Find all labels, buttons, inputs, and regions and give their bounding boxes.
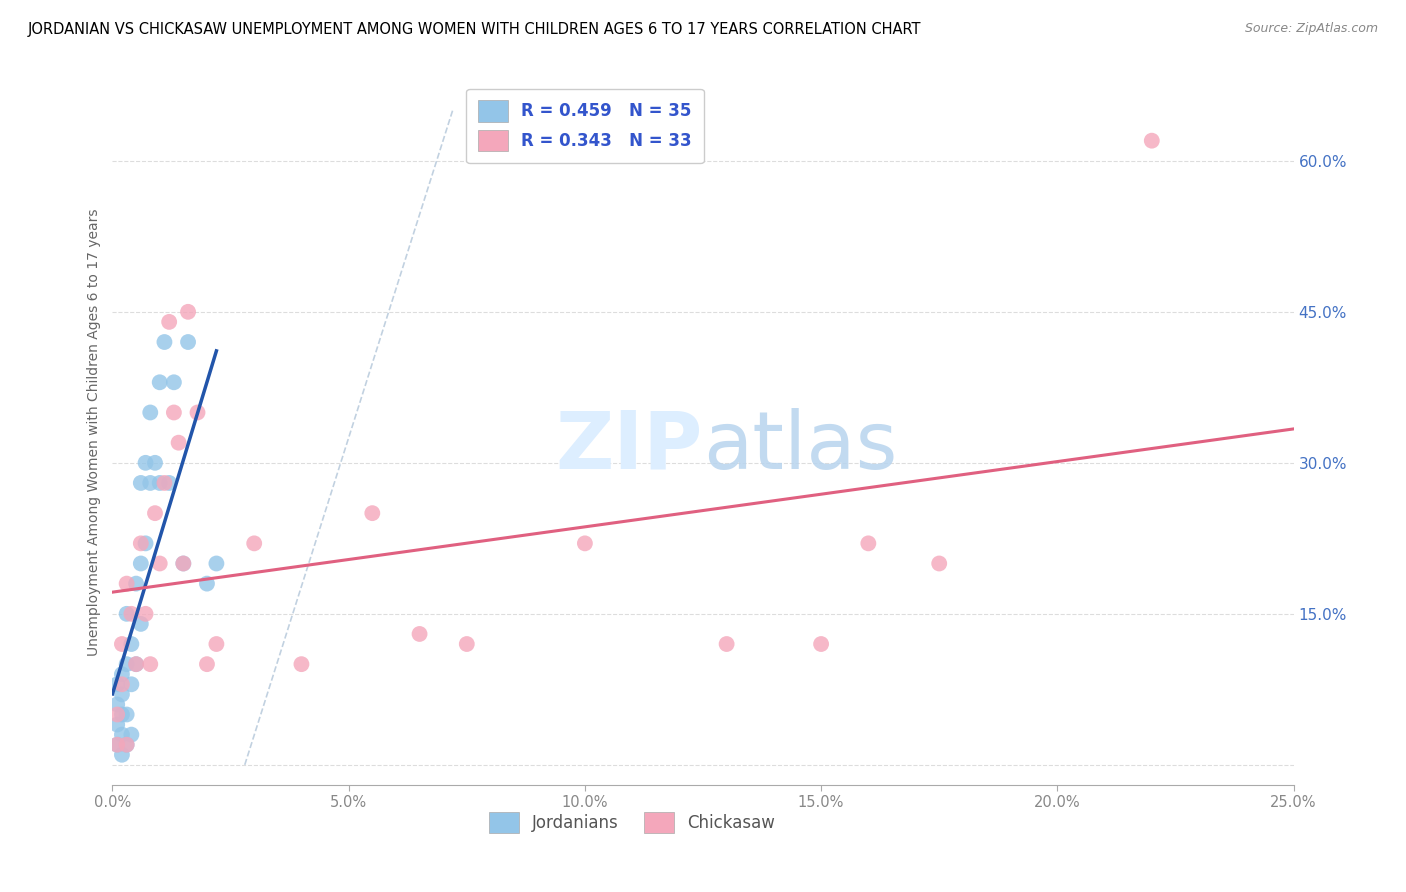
Point	[290, 657, 312, 672]
Point	[111, 728, 134, 742]
Point	[195, 657, 218, 672]
Point	[125, 657, 148, 672]
Point	[163, 405, 186, 419]
Point	[139, 405, 162, 419]
Point	[105, 738, 128, 752]
Point	[1140, 134, 1163, 148]
Point	[153, 334, 176, 349]
Point	[111, 637, 134, 651]
Point	[120, 607, 142, 621]
Y-axis label: Unemployment Among Women with Children Ages 6 to 17 years: Unemployment Among Women with Children A…	[87, 209, 101, 657]
Point	[135, 607, 157, 621]
Point	[243, 536, 266, 550]
Point	[105, 717, 128, 731]
Point	[120, 728, 142, 742]
Point	[105, 707, 128, 722]
Point	[135, 536, 157, 550]
Legend: Jordanians, Chickasaw: Jordanians, Chickasaw	[482, 805, 782, 840]
Point	[115, 607, 138, 621]
Point	[172, 557, 194, 571]
Point	[456, 637, 478, 651]
Point	[149, 557, 172, 571]
Point	[129, 557, 152, 571]
Point	[408, 627, 430, 641]
Point	[149, 475, 172, 490]
Point	[810, 637, 832, 651]
Point	[139, 475, 162, 490]
Point	[111, 707, 134, 722]
Point	[129, 475, 152, 490]
Point	[361, 506, 384, 520]
Text: ZIP: ZIP	[555, 408, 703, 486]
Point	[120, 677, 142, 691]
Point	[129, 536, 152, 550]
Point	[574, 536, 596, 550]
Text: JORDANIAN VS CHICKASAW UNEMPLOYMENT AMONG WOMEN WITH CHILDREN AGES 6 TO 17 YEARS: JORDANIAN VS CHICKASAW UNEMPLOYMENT AMON…	[28, 22, 921, 37]
Point	[716, 637, 738, 651]
Point	[167, 435, 190, 450]
Point	[195, 576, 218, 591]
Point	[120, 637, 142, 651]
Point	[115, 576, 138, 591]
Text: atlas: atlas	[703, 408, 897, 486]
Point	[205, 557, 228, 571]
Point	[115, 707, 138, 722]
Point	[105, 698, 128, 712]
Point	[205, 637, 228, 651]
Point	[115, 738, 138, 752]
Point	[172, 557, 194, 571]
Point	[177, 305, 200, 319]
Point	[858, 536, 880, 550]
Point	[115, 657, 138, 672]
Point	[928, 557, 950, 571]
Point	[105, 738, 128, 752]
Point	[125, 576, 148, 591]
Point	[129, 616, 152, 631]
Text: Source: ZipAtlas.com: Source: ZipAtlas.com	[1244, 22, 1378, 36]
Point	[149, 376, 172, 390]
Point	[115, 738, 138, 752]
Point	[157, 315, 180, 329]
Point	[111, 677, 134, 691]
Point	[105, 677, 128, 691]
Point	[139, 657, 162, 672]
Point	[111, 687, 134, 701]
Point	[111, 747, 134, 762]
Point	[135, 456, 157, 470]
Point	[111, 667, 134, 681]
Point	[157, 475, 180, 490]
Point	[125, 657, 148, 672]
Point	[177, 334, 200, 349]
Point	[163, 376, 186, 390]
Point	[143, 506, 166, 520]
Point	[143, 456, 166, 470]
Point	[153, 475, 176, 490]
Point	[186, 405, 208, 419]
